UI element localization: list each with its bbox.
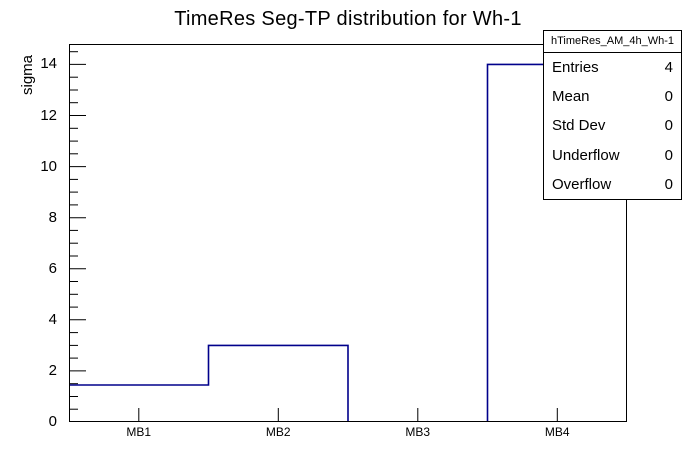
x-tick-label: MB2 (265, 425, 291, 439)
stats-value: 0 (664, 146, 673, 164)
chart-title: TimeRes Seg-TP distribution for Wh-1 (174, 8, 522, 30)
plot-frame-border (69, 44, 627, 422)
stats-value: 0 (664, 88, 673, 106)
x-tick-label: MB3 (405, 425, 431, 439)
x-tick-label: MB1 (126, 425, 152, 439)
y-tick-label: 4 (48, 310, 57, 328)
x-axis-tick-labels: MB1 MB2 MB3 MB4 (69, 425, 627, 441)
x-axis-ticks (138, 408, 558, 422)
y-tick-label: 0 (48, 413, 57, 430)
y-axis-ticks (69, 51, 86, 410)
y-tick-label: 8 (48, 208, 57, 226)
stats-label: Mean (552, 88, 590, 106)
y-tick-label: 12 (40, 106, 57, 124)
stats-row-underflow: Underflow 0 (544, 141, 681, 170)
y-tick-label: 6 (48, 259, 57, 277)
y-tick-label: 2 (48, 361, 57, 379)
stats-value: 0 (664, 175, 673, 193)
stats-value: 4 (664, 59, 673, 77)
stats-row-mean: Mean 0 (544, 82, 681, 111)
stats-box-title: hTimeRes_AM_4h_Wh-1 (544, 31, 681, 53)
y-axis-tick-labels: 0 2 4 6 8 10 12 14 (0, 44, 63, 430)
stats-label: Overflow (552, 175, 612, 193)
stats-label: Entries (552, 59, 599, 77)
y-tick-label: 14 (40, 55, 57, 73)
stats-row-overflow: Overflow 0 (544, 170, 681, 199)
stats-label: Std Dev (552, 117, 606, 135)
x-tick-label: MB4 (544, 425, 570, 439)
y-tick-label: 10 (40, 157, 57, 175)
stats-value: 0 (664, 117, 673, 135)
stats-row-stddev: Std Dev 0 (544, 111, 681, 140)
stats-label: Underflow (552, 146, 620, 164)
stats-row-entries: Entries 4 (544, 53, 681, 82)
stats-box: hTimeRes_AM_4h_Wh-1 Entries 4 Mean 0 Std… (543, 30, 682, 200)
